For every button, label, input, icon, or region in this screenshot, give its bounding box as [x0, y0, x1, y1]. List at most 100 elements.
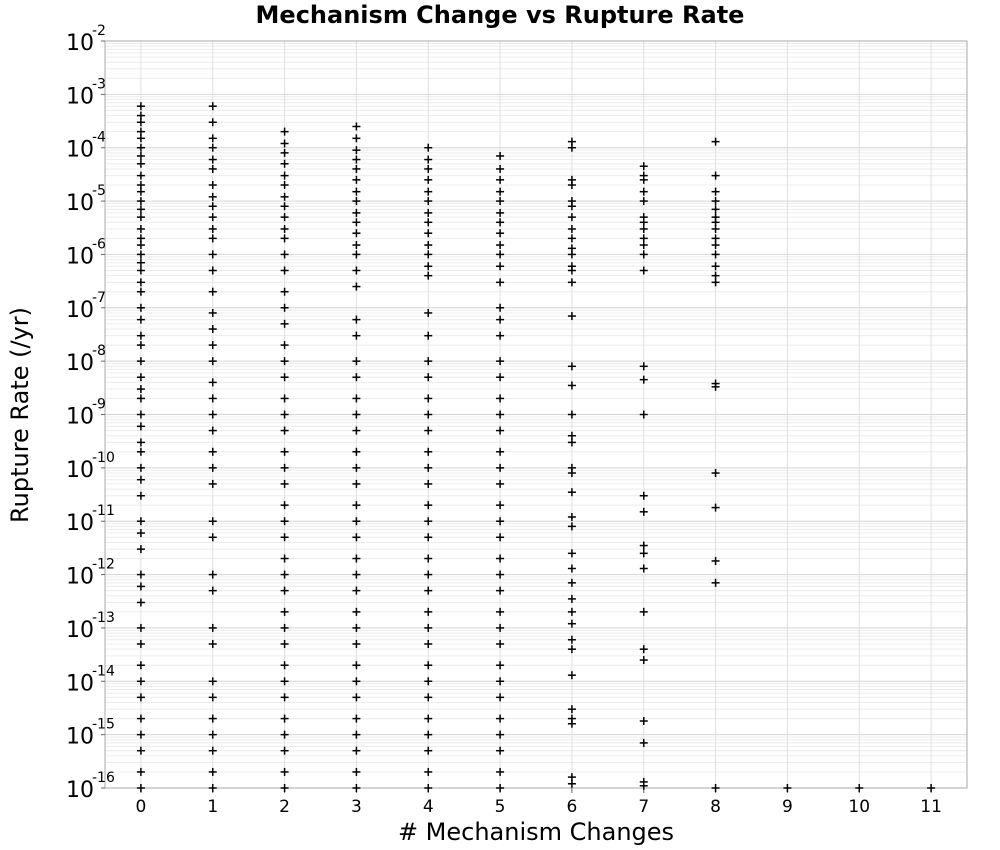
data-point [567, 522, 576, 531]
data-point [352, 373, 361, 382]
data-point [424, 208, 433, 217]
data-point [424, 175, 433, 184]
data-point [352, 714, 361, 723]
data-point [352, 266, 361, 275]
data-point [424, 623, 433, 632]
data-point [136, 598, 145, 607]
data-point [208, 164, 217, 173]
data-point [496, 623, 505, 632]
data-point [208, 677, 217, 686]
data-point [424, 746, 433, 755]
data-point [136, 385, 145, 394]
y-tick-label: 10 [66, 191, 94, 216]
data-point [208, 570, 217, 579]
data-point [352, 554, 361, 563]
data-point [136, 693, 145, 702]
data-point [352, 586, 361, 595]
x-tick-label: 6 [567, 797, 578, 817]
data-point [639, 645, 648, 654]
y-tick-label: 10 [66, 618, 94, 643]
data-point [567, 250, 576, 259]
data-point [352, 479, 361, 488]
data-point [711, 784, 720, 792]
data-point [208, 479, 217, 488]
data-point [424, 410, 433, 419]
data-point [280, 148, 289, 157]
data-point [208, 155, 217, 164]
data-point [496, 187, 505, 196]
data-point [136, 373, 145, 382]
data-point [136, 463, 145, 472]
data-point [927, 784, 936, 792]
data-point [424, 271, 433, 280]
data-point [424, 639, 433, 648]
data-point [567, 181, 576, 190]
data-point [496, 463, 505, 472]
data-point [567, 362, 576, 371]
data-point [352, 784, 361, 792]
data-point [567, 671, 576, 680]
data-point [496, 693, 505, 702]
data-point [424, 357, 433, 366]
data-point [352, 501, 361, 510]
x-axis: 0 1 2 3 4 5 6 7 8 9 10 11 [136, 788, 942, 817]
data-point [639, 266, 648, 275]
data-point [352, 241, 361, 250]
data-point [280, 181, 289, 190]
y-tick-label: 10 [66, 511, 94, 536]
x-tick-label: 2 [279, 797, 290, 817]
data-point [496, 746, 505, 755]
data-point [280, 159, 289, 168]
data-point [352, 175, 361, 184]
data-point [280, 192, 289, 201]
data-point [496, 479, 505, 488]
data-point [280, 202, 289, 211]
data-point [136, 357, 145, 366]
data-point [424, 241, 433, 250]
data-point [424, 373, 433, 382]
data-point [208, 426, 217, 435]
y-tick-label: 10 [66, 244, 94, 269]
data-point [136, 394, 145, 403]
data-point [424, 143, 433, 152]
data-point [496, 262, 505, 271]
data-point [280, 730, 289, 739]
y-tick-label: 10 [66, 138, 94, 163]
data-point [208, 693, 217, 702]
data-point [496, 730, 505, 739]
data-point [352, 122, 361, 131]
y-tick-exponent: -7 [92, 290, 106, 306]
data-point [136, 447, 145, 456]
data-point [567, 312, 576, 321]
data-point [424, 426, 433, 435]
data-point [639, 410, 648, 419]
data-point [496, 570, 505, 579]
data-point [639, 607, 648, 616]
data-point [136, 623, 145, 632]
data-point [208, 134, 217, 143]
data-point [496, 586, 505, 595]
data-point [280, 677, 289, 686]
data-point [567, 234, 576, 243]
data-point [496, 229, 505, 238]
data-point [711, 171, 720, 180]
x-tick-label: 5 [495, 797, 506, 817]
data-point [424, 730, 433, 739]
data-point [136, 517, 145, 526]
y-tick-exponent: -16 [92, 770, 115, 786]
data-point [496, 218, 505, 227]
data-point [136, 258, 145, 267]
data-point [352, 447, 361, 456]
data-point [352, 570, 361, 579]
data-point [567, 549, 576, 558]
y-axis-label: Rupture Rate (/yr) [6, 307, 34, 523]
y-tick-label: 10 [66, 405, 94, 430]
y-tick-label: 10 [66, 565, 94, 590]
data-point [352, 229, 361, 238]
data-point [424, 501, 433, 510]
data-point [208, 102, 217, 111]
data-point [424, 533, 433, 542]
data-point [424, 479, 433, 488]
data-point [496, 278, 505, 287]
data-point [567, 381, 576, 390]
